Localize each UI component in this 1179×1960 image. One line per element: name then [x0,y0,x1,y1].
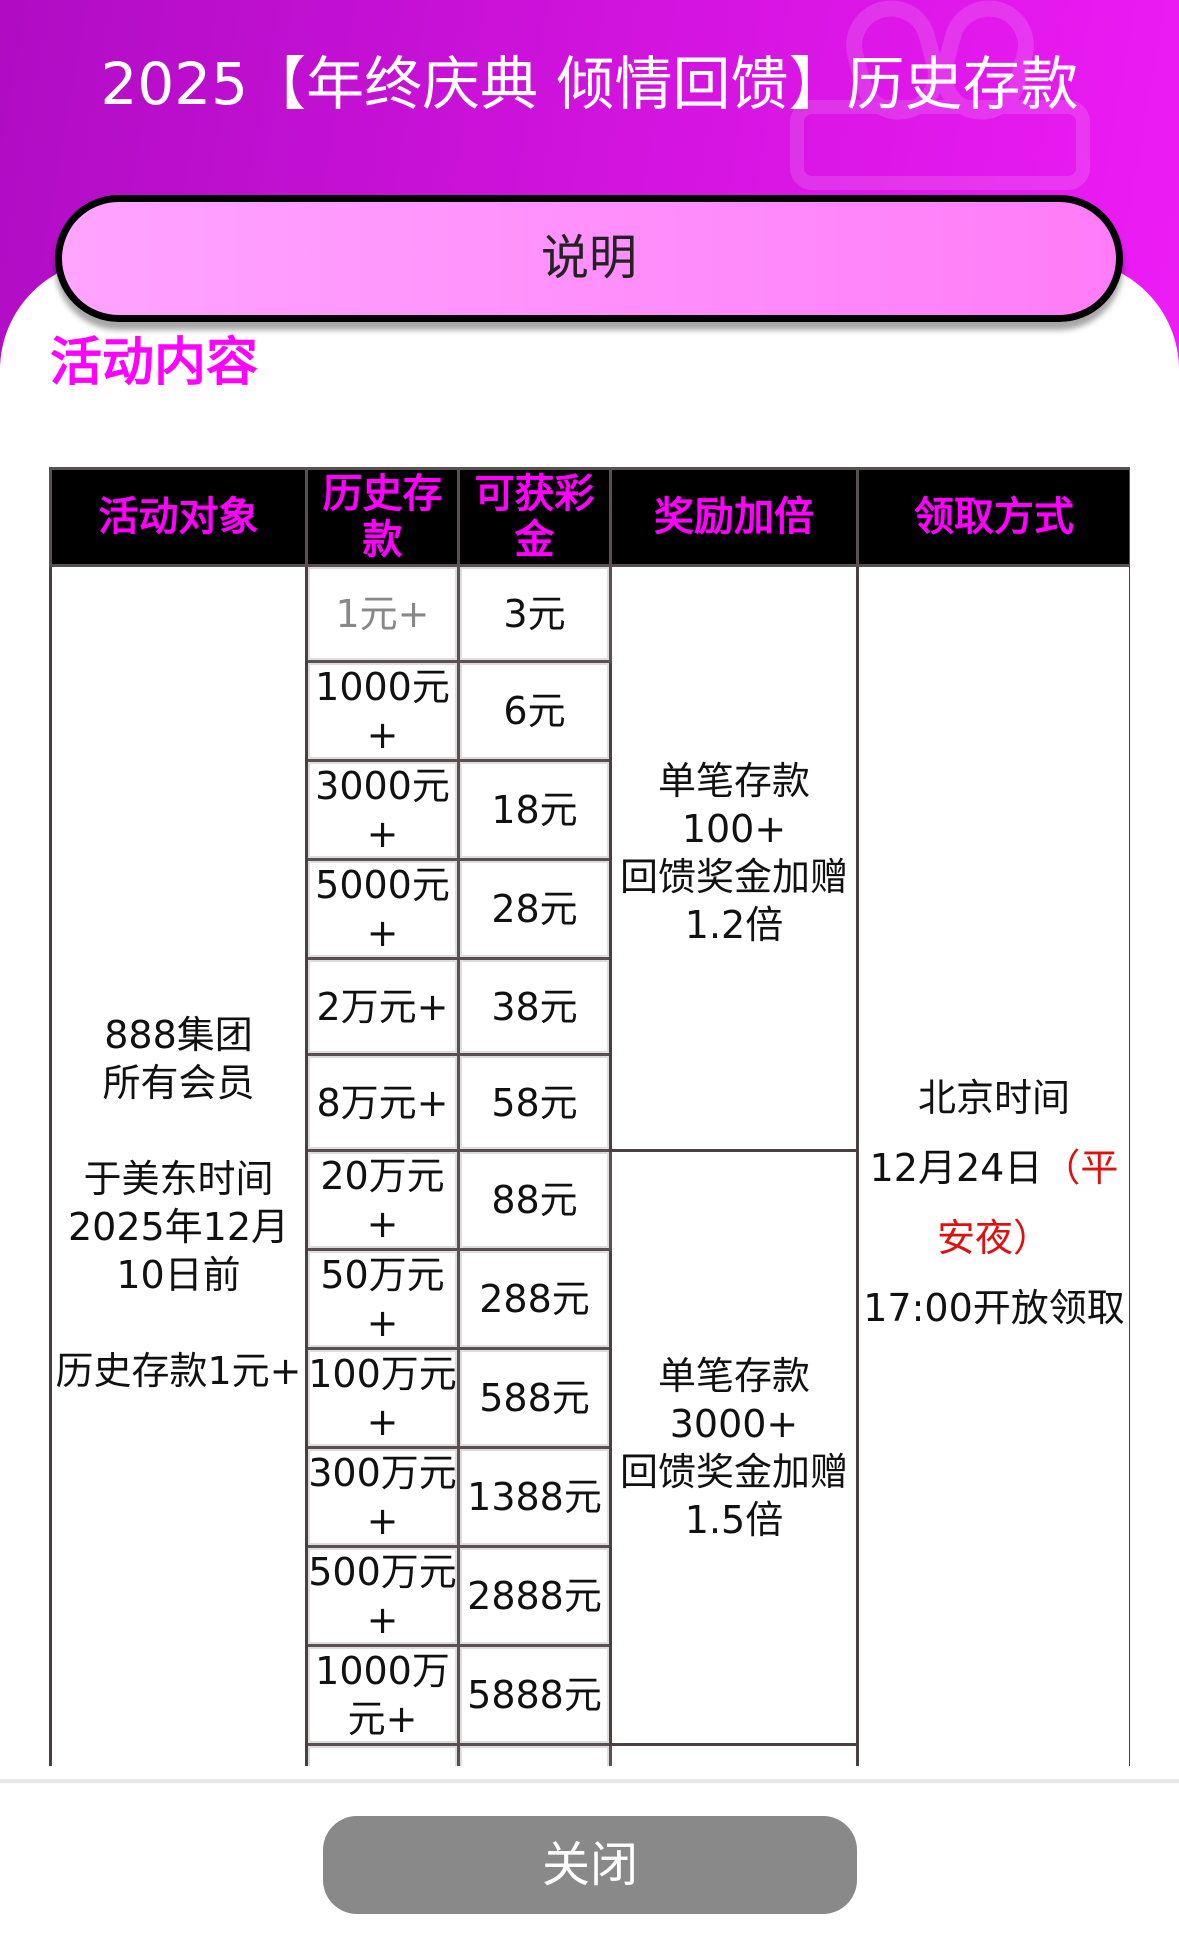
deposit-cell: 8万元+ [305,1053,460,1152]
table-row: 8万元+ 58元 [51,1053,1131,1152]
table-row: 888集团 所有会员 于美东时间 2025年12月 10日前 历史存款1元+ 1元+ 3元 单笔… [49,564,1130,1766]
cell-text: （平安夜） [936,1146,1119,1260]
prize-cell: 5888元 [457,1644,612,1746]
deposit-cell: 1000元+ [305,660,460,762]
cell-text: 888集团 [104,1013,253,1057]
deposit-cell: 5000元+ [305,858,460,960]
bonus-cell: 单笔存款 3000+ 回馈奖金加赠1.5倍 [609,1149,859,1746]
footer-divider [0,1779,1179,1783]
table-row: 2万元+ 38元 [51,957,1131,1056]
deposit-cell: 1000万元+ [305,1644,460,1746]
table-header-row: 活动对象 历史存款 可获彩金 奖励加倍 领取方式 [49,467,1130,567]
cell-text: 12月24日 [869,1146,1043,1190]
header-deposit: 历史存款 [305,467,460,567]
cell-text: 所有会员 [102,1061,255,1105]
target-cell: 888集团 所有会员于美东时间 2025年12月 10日前历史存款1元+ [49,564,308,1766]
deposit-cell: 3000元+ [305,759,460,861]
cell-text: 回馈奖金加赠1.2倍 [619,855,848,947]
prize-cell: 38元 [457,957,612,1056]
table-row [51,1743,1131,1766]
deposit-cell: 1元+ [305,564,460,663]
header-target: 活动对象 [49,467,308,567]
prize-cell: 3元 [457,564,612,663]
close-button[interactable]: 关闭 [323,1816,857,1914]
table-row: 300万元+ 1388元 [51,1446,1131,1548]
prize-cell: 6元 [457,660,612,762]
deposit-cell: 300万元+ [305,1446,460,1548]
table-row: 50万元+ 288元 [51,1248,1131,1350]
explain-button[interactable]: 说明 [55,195,1123,322]
prize-cell: 588元 [457,1347,612,1449]
promo-table: 活动对象 历史存款 可获彩金 奖励加倍 领取方式 888集团 所有会员 于美东时间 2… [49,467,1130,1766]
prize-cell: 58元 [457,1053,612,1152]
promo-table-scroll[interactable]: 活动对象 历史存款 可获彩金 奖励加倍 领取方式 888集团 所有会员 于美东时间 2… [49,467,1130,1766]
cell-text: 历史存款1元+ [55,1349,302,1393]
prize-cell: 1388元 [457,1446,612,1548]
deposit-cell: 500万元+ [305,1545,460,1647]
deposit-cell: 100万元+ [305,1347,460,1449]
prize-cell: 18元 [457,759,612,861]
table-row: 5000元+ 28元 [51,858,1131,960]
table-row: 100万元+ 588元 [51,1347,1131,1449]
table-row: 20万元+ 88元 单笔存款 3000+ 回馈奖金加赠1.5倍 [51,1149,1131,1746]
cell-text: 17:00开放领取 [863,1286,1125,1330]
table-row: 1000万元+ 5888元 [51,1644,1131,1746]
cell-text: 单笔存款 [657,1353,810,1398]
header-claim: 领取方式 [856,467,1130,567]
table-row: 1000元+ 6元 [51,660,1131,762]
prize-cell: 2888元 [457,1545,612,1647]
deposit-cell: 50万元+ [305,1248,460,1350]
page-title: 2025【年终庆典 倾情回馈】历史存款 [100,50,1079,118]
cell-text: 10日前 [116,1253,241,1297]
cell-text: 2025年12月 [67,1205,290,1249]
prize-cell: 88元 [457,1149,612,1251]
table-row: 500万元+ 2888元 [51,1545,1131,1647]
claim-cell: 北京时间 12月24日（平安夜） 17:00开放领取 [856,564,1130,1766]
cell-text: 3000+ [669,1401,799,1446]
prize-cell: 288元 [457,1248,612,1350]
section-title: 活动内容 [50,333,259,393]
header-prize: 可获彩金 [457,467,612,567]
cell-text: 100+ [681,807,787,851]
header-bonus: 奖励加倍 [609,467,859,567]
prize-cell: 28元 [457,858,612,960]
cell-text: 北京时间 [917,1076,1070,1120]
cell-text: 于美东时间 [83,1157,274,1201]
cell-text: 回馈奖金加赠1.5倍 [619,1449,848,1542]
deposit-cell: 2万元+ [305,957,460,1056]
table-row: 3000元+ 18元 [51,759,1131,861]
bonus-cell: 单笔存款 100+ 回馈奖金加赠1.2倍 [609,564,859,1152]
gift-icon [790,0,1090,190]
deposit-cell: 20万元+ [305,1149,460,1251]
cell-text: 单笔存款 [657,759,810,803]
